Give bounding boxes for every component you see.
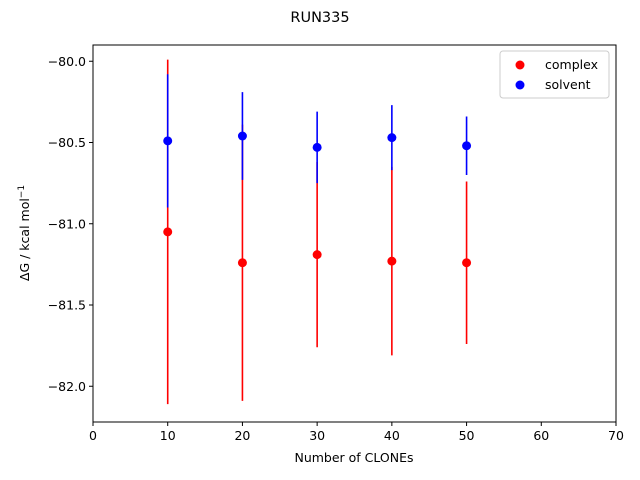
complex-point (462, 258, 472, 268)
y-axis-label: ΔG / kcal mol−1 (17, 185, 32, 281)
legend-label-complex: complex (545, 57, 598, 72)
x-axis-label: Number of CLONEs (294, 450, 413, 465)
legend-marker-complex (515, 60, 525, 70)
solvent-point (387, 133, 397, 143)
x-tick-label: 60 (533, 428, 549, 443)
x-tick-label: 40 (384, 428, 400, 443)
legend: complex solvent (499, 50, 610, 99)
data-marks (163, 59, 472, 405)
solvent-point (312, 142, 322, 152)
complex-point (387, 256, 397, 266)
x-axis: 0 10 20 30 40 50 60 70 (89, 422, 624, 443)
complex-point (163, 227, 173, 237)
solvent-point (237, 131, 247, 141)
complex-point (312, 250, 322, 260)
x-tick-label: 50 (459, 428, 475, 443)
y-tick-label: −80.0 (48, 54, 86, 69)
complex-point (237, 258, 247, 268)
y-axis-label-text: ΔG / kcal mol (17, 198, 32, 281)
y-tick-label: −82.0 (48, 379, 86, 394)
x-tick-label: 30 (309, 428, 325, 443)
legend-frame (499, 50, 610, 99)
solvent-point (163, 136, 173, 146)
x-tick-label: 70 (608, 428, 624, 443)
y-tick-label: −80.5 (48, 135, 86, 150)
y-tick-label: −81.0 (48, 216, 86, 231)
legend-label-solvent: solvent (545, 77, 591, 92)
y-axis-label-superscript: −1 (17, 185, 27, 198)
chart-title: RUN335 (290, 10, 349, 26)
x-tick-label: 20 (234, 428, 250, 443)
y-tick-label: −81.5 (48, 298, 86, 313)
x-tick-label: 0 (89, 428, 97, 443)
legend-marker-solvent (515, 80, 525, 90)
solvent-point (462, 141, 472, 151)
x-tick-label: 10 (160, 428, 176, 443)
plot-area (92, 44, 617, 423)
y-axis: −80.0 −80.5 −81.0 −81.5 −82.0 (48, 54, 93, 394)
